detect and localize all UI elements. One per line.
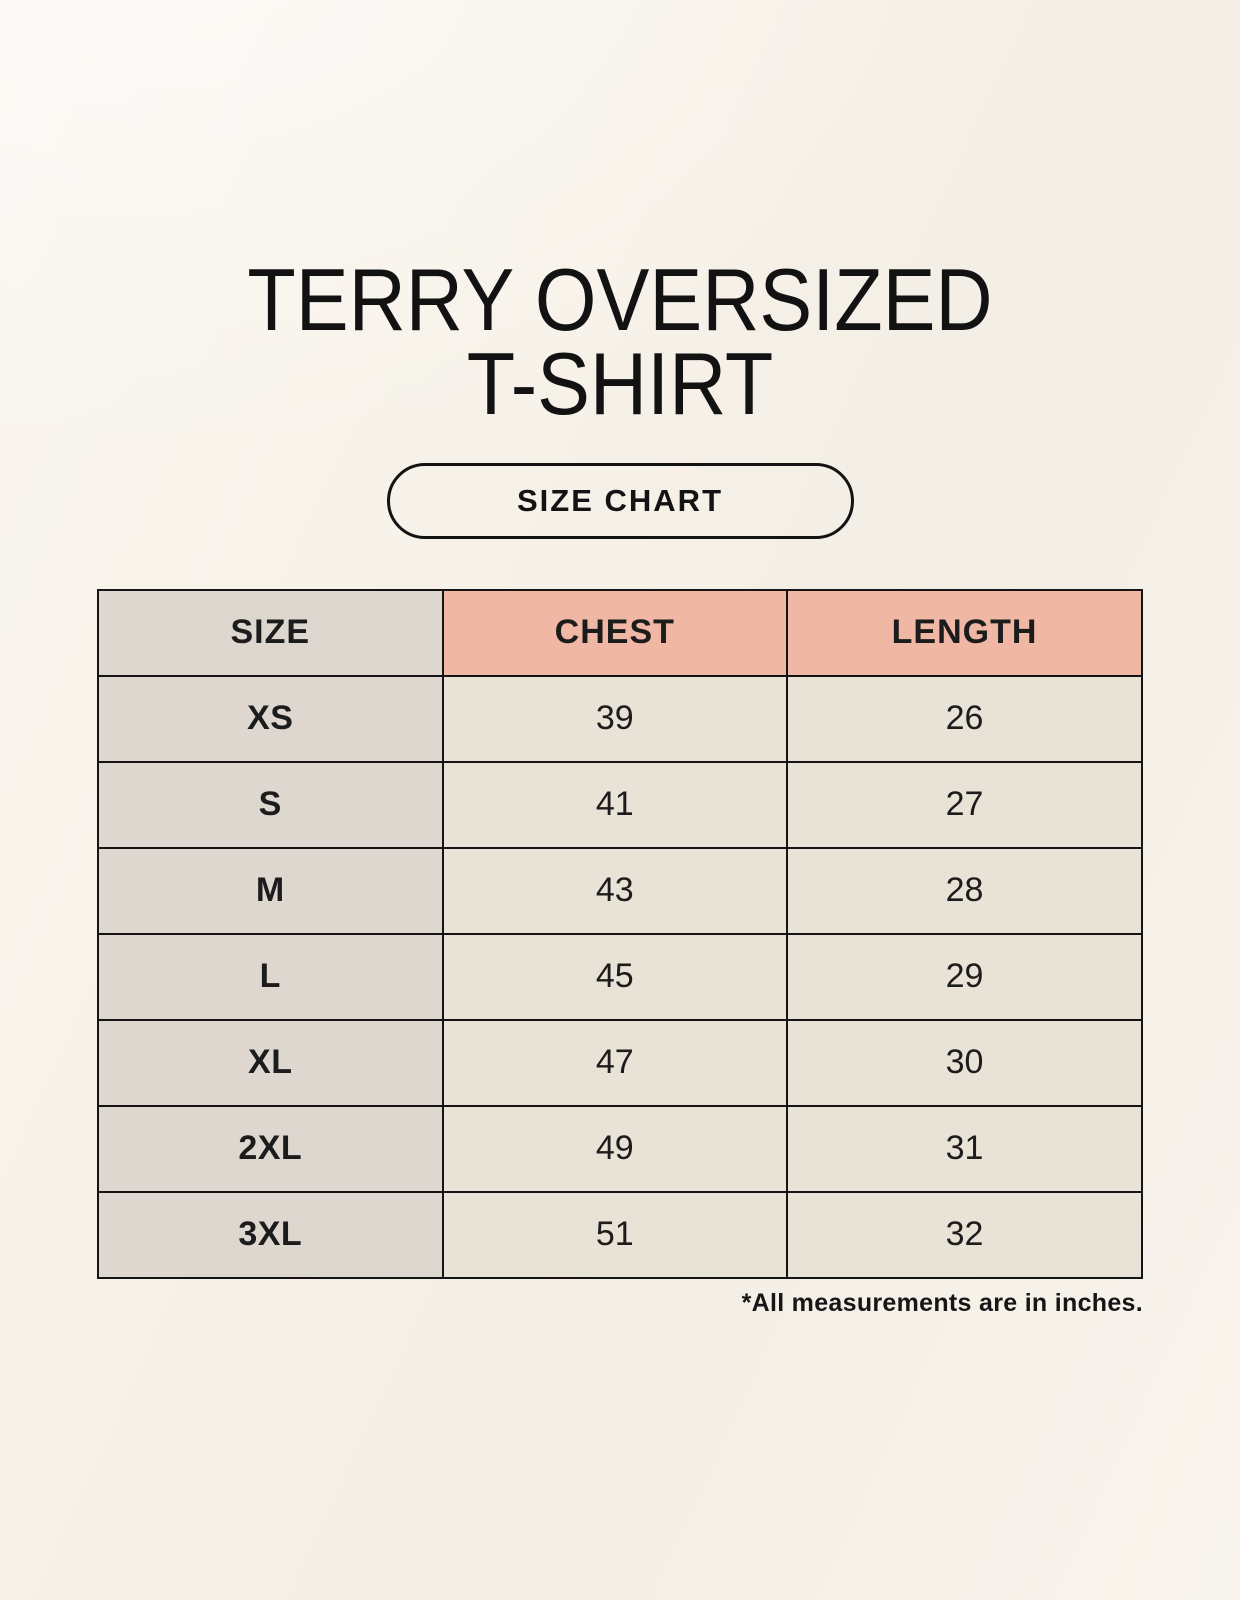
chest-cell: 43: [441, 846, 789, 935]
chest-cell: 49: [441, 1104, 789, 1193]
length-cell: 28: [786, 846, 1143, 935]
length-cell: 31: [786, 1104, 1143, 1193]
table-row: M 43 28: [97, 846, 1143, 935]
length-cell: 32: [786, 1190, 1143, 1279]
header-cell-length: LENGTH: [786, 588, 1143, 677]
chest-cell: 47: [441, 1018, 789, 1107]
size-cell: XS: [97, 674, 444, 763]
table-row: XS 39 26: [97, 674, 1143, 763]
header-cell-chest: CHEST: [441, 588, 789, 677]
page-title-line2: T-SHIRT: [466, 334, 774, 434]
size-chart-badge: SIZE CHART: [386, 462, 854, 539]
page-title-line1: TERRY OVERSIZED: [247, 250, 993, 349]
length-cell: 26: [786, 674, 1143, 763]
size-cell: S: [97, 760, 444, 849]
chest-cell: 39: [441, 674, 789, 763]
size-cell: 3XL: [97, 1190, 444, 1279]
length-cell: 30: [786, 1018, 1143, 1107]
length-cell: 27: [786, 760, 1143, 849]
chest-cell: 45: [441, 932, 789, 1021]
table-row: 2XL 49 31: [97, 1104, 1143, 1193]
size-cell: L: [97, 932, 444, 1021]
table-row: S 41 27: [97, 760, 1143, 849]
table-row: 3XL 51 32: [97, 1190, 1143, 1279]
size-cell: M: [97, 846, 444, 935]
chest-cell: 41: [441, 760, 789, 849]
chest-cell: 51: [441, 1190, 789, 1279]
page-title: TERRY OVERSIZED T-SHIRT: [62, 0, 1178, 434]
table-row: L 45 29: [97, 932, 1143, 1021]
length-cell: 29: [786, 932, 1143, 1021]
size-chart-badge-label: SIZE CHART: [517, 482, 723, 518]
size-table: SIZE CHEST LENGTH XS 39 26 S 41 27 M 43 …: [97, 588, 1143, 1279]
header-cell-size: SIZE: [97, 588, 444, 677]
size-cell: XL: [97, 1018, 444, 1107]
table-header-row: SIZE CHEST LENGTH: [97, 588, 1143, 677]
measurements-footnote: *All measurements are in inches.: [741, 1288, 1143, 1317]
size-cell: 2XL: [97, 1104, 444, 1193]
table-row: XL 47 30: [97, 1018, 1143, 1107]
